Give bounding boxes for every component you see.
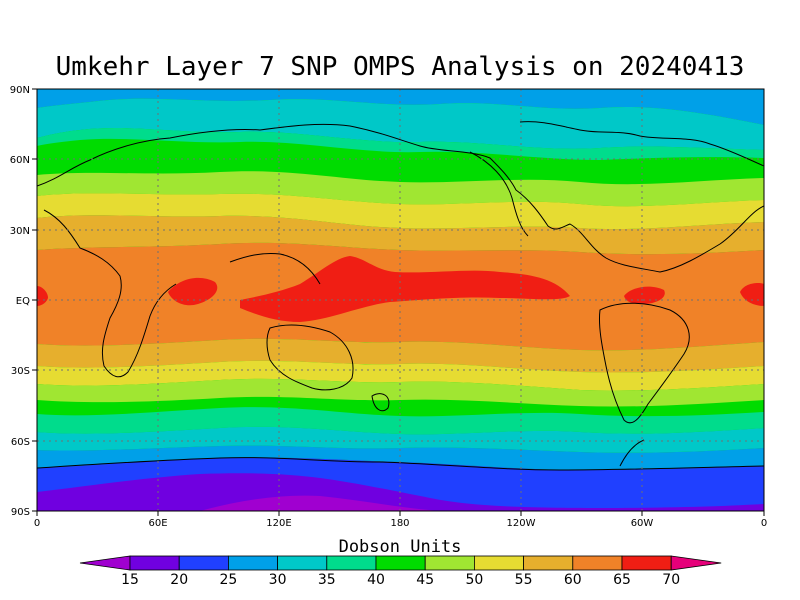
coastlines — [37, 121, 764, 471]
colorbar-label: 25 — [219, 572, 237, 588]
x-tick-label: 180 — [390, 518, 409, 529]
y-tick-label: 60N — [10, 155, 30, 166]
contour-50-south — [37, 378, 764, 407]
colorbar-label: 15 — [121, 572, 139, 588]
colorbar-swatch — [277, 555, 328, 571]
colorbar-swatch — [129, 555, 180, 571]
colorbar-label: 60 — [564, 572, 582, 588]
colorbar-swatch — [523, 555, 574, 571]
contour-70-pacific — [240, 256, 570, 322]
colorbar-label: 20 — [170, 572, 188, 588]
contour-55-south — [37, 360, 764, 391]
y-tick-label: 90N — [10, 85, 30, 96]
contour-60-south — [37, 338, 764, 373]
y-tick-label: EQ — [16, 296, 30, 307]
contour-35-north — [37, 98, 764, 150]
x-tick-label: 0 — [761, 518, 767, 529]
colorbar-swatch — [424, 555, 475, 571]
map-title: Umkehr Layer 7 SNP OMPS Analysis on 2024… — [55, 52, 745, 82]
colorbar-label: 50 — [465, 572, 483, 588]
y-axis-labels: 90N 60N 30N EQ 30S 60S 90S — [10, 85, 30, 518]
colorbar-label: 55 — [515, 572, 533, 588]
colorbar-swatch — [375, 555, 426, 571]
colorbar-label: 30 — [269, 572, 287, 588]
y-tick-label: 30N — [10, 226, 30, 237]
x-tick-label: 60W — [631, 518, 654, 529]
x-tick-label: 120W — [507, 518, 536, 529]
colorbar-title: Dobson Units — [338, 537, 462, 557]
gridlines — [37, 89, 764, 511]
x-tick-label: 60E — [148, 518, 167, 529]
contour-15-south — [200, 495, 440, 511]
colorbar-swatch — [326, 555, 377, 571]
colorbar-swatch — [473, 555, 524, 571]
contour-70-indian — [168, 277, 218, 306]
colorbar-swatch — [178, 555, 229, 571]
colorbar-label: 40 — [367, 572, 385, 588]
contour-50-north — [37, 171, 764, 207]
contour-70-atlantic-west — [37, 286, 48, 306]
x-tick-label: 0 — [34, 518, 40, 529]
x-axis-labels: 0 60E 120E 180 120W 60W 0 — [34, 518, 767, 529]
colorbar-label: 45 — [416, 572, 434, 588]
contour-55-north — [37, 193, 764, 230]
colorbar: 15 20 25 30 35 40 45 50 55 60 65 70 — [79, 555, 722, 588]
colorbar-label: 35 — [318, 572, 336, 588]
contour-70-brazil — [624, 286, 665, 304]
contour-30-north — [37, 89, 764, 125]
colorbar-swatch — [227, 555, 278, 571]
colorbar-label: 65 — [613, 572, 631, 588]
tick-marks — [32, 88, 765, 516]
colorbar-arrow-low — [79, 555, 131, 571]
colorbar-swatch — [572, 555, 623, 571]
colorbar-label: 70 — [662, 572, 680, 588]
colorbar-arrow-high — [670, 555, 722, 571]
x-tick-label: 120E — [266, 518, 291, 529]
contour-20-south — [37, 473, 764, 511]
y-tick-label: 60S — [11, 437, 30, 448]
colorbar-swatch — [621, 555, 672, 571]
contour-field — [37, 89, 764, 511]
y-tick-label: 30S — [11, 366, 30, 377]
contour-30-south — [37, 445, 764, 470]
contour-35-south — [37, 426, 764, 453]
y-tick-label: 90S — [11, 507, 30, 518]
